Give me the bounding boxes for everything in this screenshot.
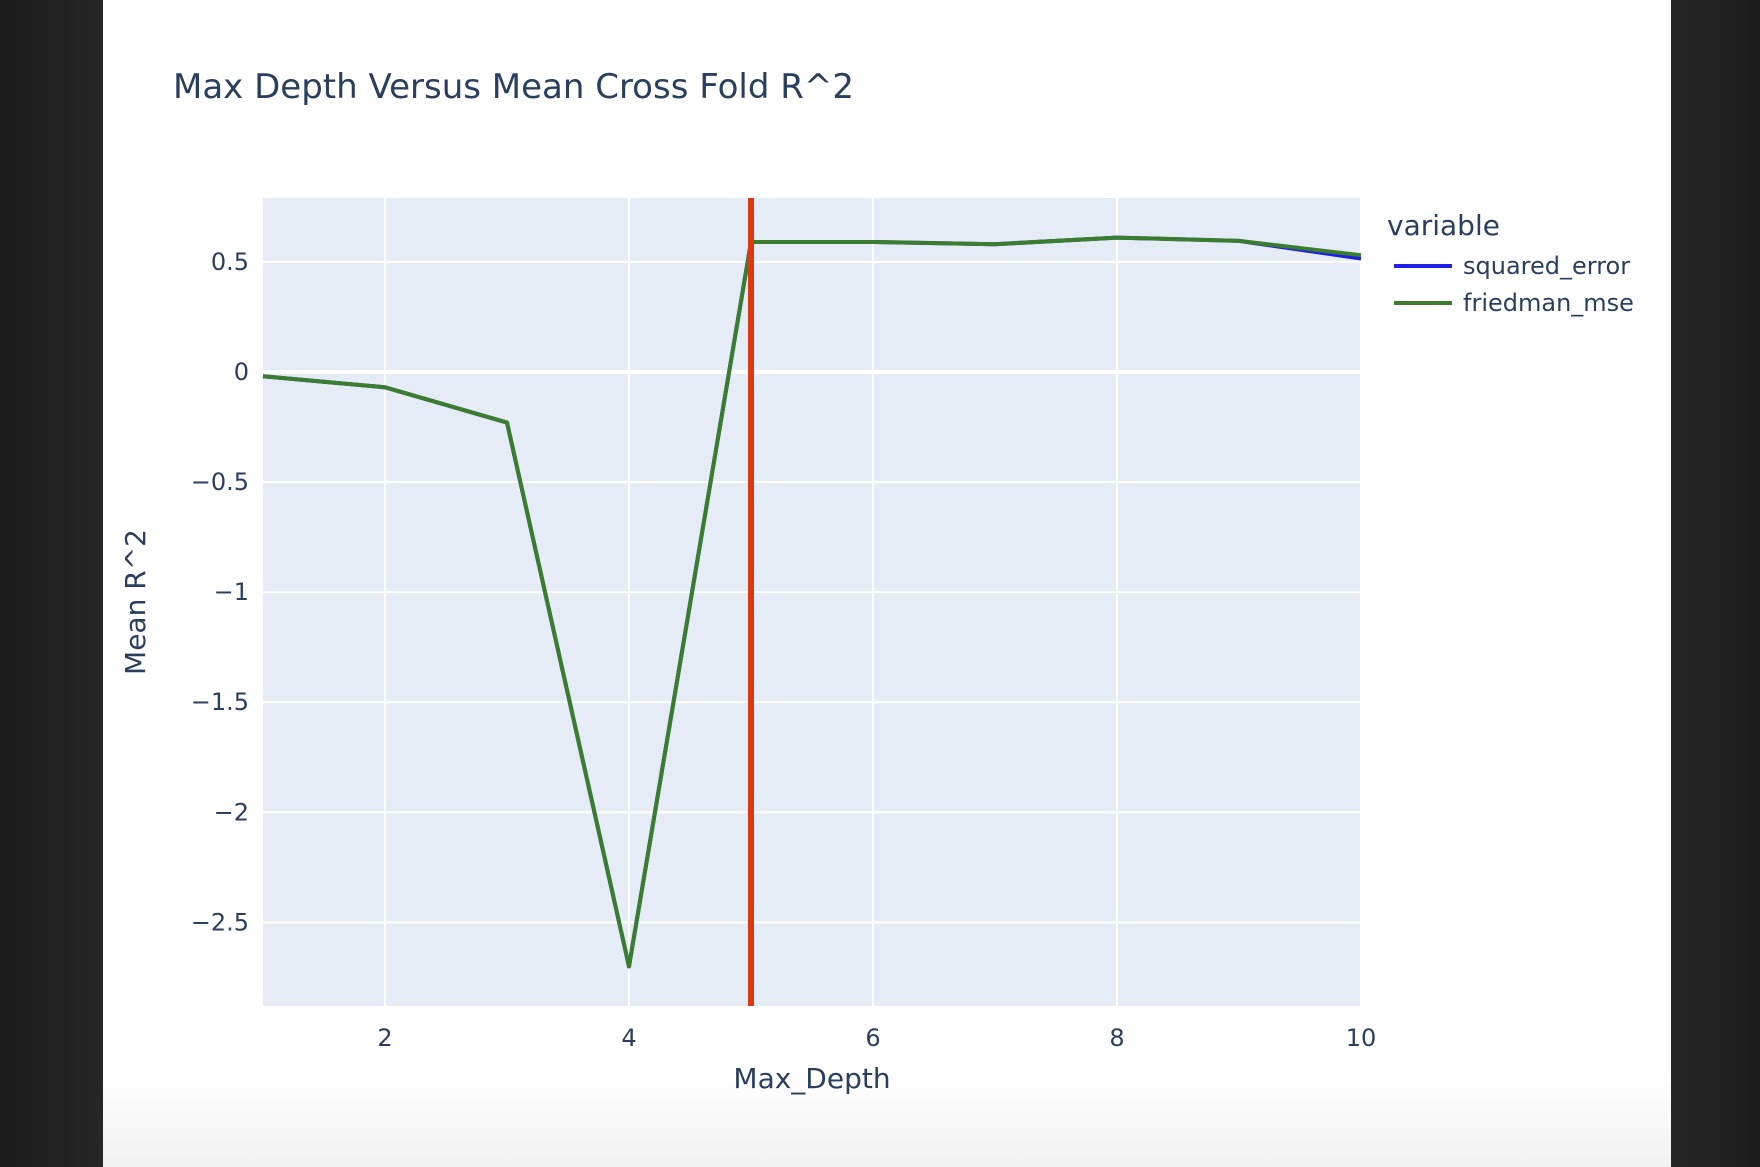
- x-tick-label: 4: [621, 1024, 636, 1052]
- legend-title: variable: [1387, 209, 1500, 242]
- series-layer: [262, 235, 1362, 969]
- chart-title: Max Depth Versus Mean Cross Fold R^2: [173, 67, 854, 107]
- y-axis-ticks: 0.5 0 −0.5 −1 −1.5 −2 −2.5: [191, 248, 249, 936]
- y-tick-label: 0.5: [211, 248, 249, 276]
- y-tick-label: 0: [234, 358, 249, 386]
- x-axis-ticks: 2 4 6 8 10: [377, 1024, 1376, 1052]
- y-tick-label: −1.5: [191, 688, 249, 716]
- legend: variable squared_error friedman_mse: [1387, 209, 1634, 317]
- legend-label: friedman_mse: [1463, 289, 1634, 317]
- y-tick-label: −2: [214, 798, 249, 826]
- x-tick-label: 6: [865, 1024, 880, 1052]
- gridlines: [263, 198, 1362, 1006]
- chart-canvas: Max Depth Versus Mean Cross Fold R^2 2 4 6…: [103, 0, 1671, 1167]
- x-axis-title: Max_Depth: [733, 1062, 890, 1095]
- window-frame-right: [1671, 0, 1760, 1167]
- y-tick-label: −2.5: [191, 908, 249, 936]
- window-frame-left: [0, 0, 103, 1167]
- x-tick-label: 8: [1109, 1024, 1124, 1052]
- series-line-friedman-mse: [262, 235, 1362, 969]
- y-axis-title: Mean R^2: [119, 529, 152, 675]
- x-tick-label: 10: [1346, 1024, 1377, 1052]
- plot-area: [263, 198, 1361, 1006]
- x-tick-label: 2: [377, 1024, 392, 1052]
- line-chart: Max Depth Versus Mean Cross Fold R^2 2 4 6…: [119, 67, 1634, 1095]
- y-tick-label: −0.5: [191, 468, 249, 496]
- y-tick-label: −1: [214, 578, 249, 606]
- legend-label: squared_error: [1463, 252, 1630, 280]
